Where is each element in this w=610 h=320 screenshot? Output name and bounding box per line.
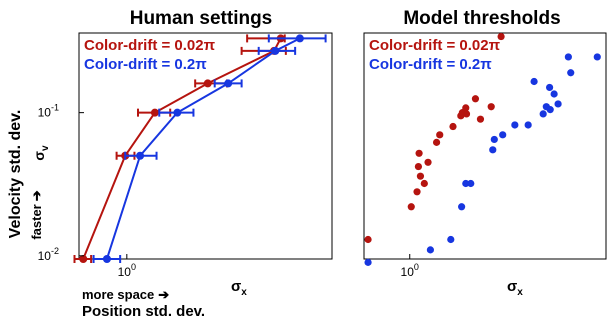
scatter-point (546, 106, 554, 114)
x-axis-label-more-space: more space (82, 287, 154, 302)
scatter-point (424, 158, 432, 166)
chart-title-left: Human settings (130, 8, 273, 29)
scatter-point (489, 146, 497, 154)
y-axis-label-line2: faster ➔ (29, 190, 44, 239)
scatter-point (487, 103, 495, 111)
scatter-point (462, 110, 471, 118)
y-axis-label-line1: Velocity std. dev. (7, 110, 24, 239)
scatter-point (471, 95, 480, 103)
scatter-point (539, 110, 547, 118)
scatter-point (476, 115, 485, 123)
scatter-point (499, 131, 507, 139)
scatter-point (416, 172, 425, 180)
x-axis-label-line1: more space ➔ (82, 287, 169, 302)
scatter-point (530, 77, 538, 86)
data-point (136, 151, 145, 160)
x-ticks-left: 100 (118, 254, 136, 279)
scatter-point (432, 138, 441, 146)
x-tick-label: 100 (401, 262, 419, 279)
scatter-point (593, 53, 601, 61)
panel-model-thresholds: Model thresholds Color-drift = 0.02π Col… (363, 8, 607, 298)
plot-frame-right (363, 32, 607, 260)
x-axis-symbol-right: σx (507, 278, 523, 298)
scatter-point (554, 100, 562, 108)
legend-series-red-left: Color-drift = 0.02π (84, 37, 216, 54)
scatter-point (497, 32, 505, 41)
scatter-point (545, 83, 554, 92)
scatter-point (414, 162, 423, 171)
plot-area-left (73, 34, 327, 263)
series-line-1 (105, 37, 301, 260)
scatter-point (462, 104, 470, 112)
plot-frame-left (78, 32, 333, 260)
data-point (79, 255, 88, 263)
scatter-point (511, 121, 519, 129)
scatter-point (564, 53, 572, 61)
scatter-point (490, 135, 498, 144)
y-ticks-left: 10-1 10-2 (38, 103, 84, 263)
x-tick-label: 100 (118, 262, 136, 279)
y-axis-label-faster: faster (29, 204, 44, 239)
plot-area-right (364, 32, 601, 266)
legend-series-blue-right: Color-drift = 0.2π (369, 56, 492, 73)
chart-title-right: Model thresholds (403, 8, 560, 29)
panel-human-settings: Human settings Color-drift = 0.02π Color… (7, 8, 333, 320)
x-axis-label-line2: Position std. dev. (82, 303, 205, 320)
scatter-point (364, 235, 372, 244)
y-axis-symbol-left: σv (31, 145, 51, 161)
scatter-point (458, 203, 466, 211)
scatter-point (364, 258, 372, 266)
scatter-point (447, 235, 455, 244)
data-point (295, 34, 304, 43)
legend-series-blue-left: Color-drift = 0.2π (84, 56, 207, 73)
scatter-point (420, 179, 428, 188)
scatter-point (436, 131, 444, 139)
data-point (150, 108, 159, 117)
scatter-point (426, 246, 435, 254)
data-point (224, 79, 233, 88)
scatter-point (550, 90, 558, 98)
data-point (102, 255, 111, 263)
scatter-point (449, 122, 457, 131)
x-ticks-right: 100 (401, 254, 419, 279)
y-tick-label: 10-2 (38, 246, 59, 263)
scatter-point (567, 69, 575, 77)
data-point (271, 46, 280, 55)
scatter-point (524, 121, 532, 129)
scatter-point (415, 149, 423, 157)
scatter-point (462, 179, 470, 188)
scatter-point (413, 188, 421, 196)
scatter-point (467, 179, 475, 188)
arrow-up-icon: ➔ (29, 190, 44, 201)
x-axis-symbol-left: σx (231, 278, 247, 298)
arrow-right-icon: ➔ (158, 287, 169, 302)
scatter-point (407, 203, 415, 211)
data-point (173, 108, 182, 117)
y-tick-label: 10-1 (38, 103, 59, 120)
data-point (203, 79, 212, 88)
legend-series-red-right: Color-drift = 0.02π (369, 37, 501, 54)
